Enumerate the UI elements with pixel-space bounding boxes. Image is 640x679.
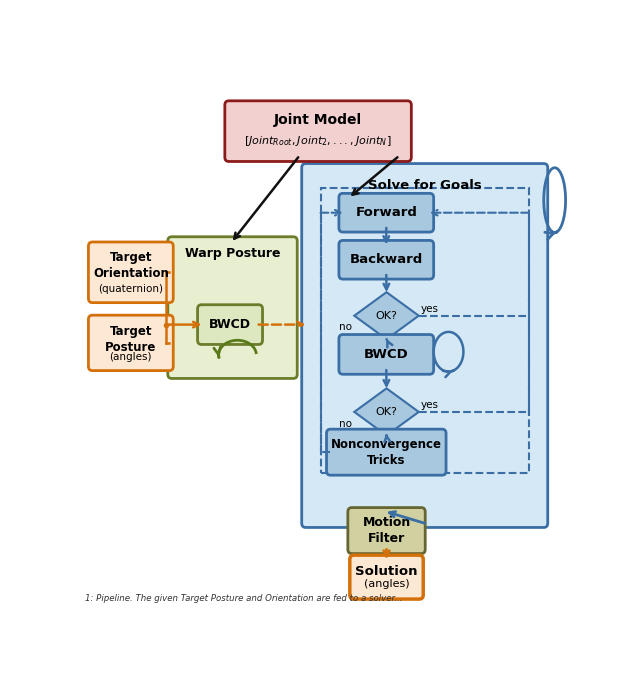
Text: no: no (339, 323, 352, 333)
FancyBboxPatch shape (326, 429, 446, 475)
Text: BWCD: BWCD (364, 348, 409, 361)
Text: Backward: Backward (349, 253, 423, 266)
Text: OK?: OK? (376, 407, 397, 417)
FancyBboxPatch shape (168, 237, 297, 378)
Text: yes: yes (420, 400, 439, 409)
Bar (321, 187, 529, 473)
Text: Target
Posture: Target Posture (105, 325, 157, 354)
Polygon shape (355, 388, 419, 435)
Text: Solve for Goals: Solve for Goals (368, 179, 481, 192)
FancyBboxPatch shape (339, 240, 434, 279)
Text: Forward: Forward (355, 206, 417, 219)
FancyBboxPatch shape (350, 555, 423, 599)
FancyBboxPatch shape (88, 242, 173, 303)
FancyBboxPatch shape (339, 194, 434, 232)
Text: (angles): (angles) (109, 352, 152, 362)
Text: Warp Posture: Warp Posture (185, 247, 280, 260)
Text: Nonconvergence
Tricks: Nonconvergence Tricks (331, 438, 442, 466)
Text: 1: Pipeline. The given Target Posture and Orientation are fed to a solver...: 1: Pipeline. The given Target Posture an… (85, 594, 403, 603)
Text: no: no (339, 419, 352, 428)
Text: $[Joint_{Root}, Joint_2, ..., Joint_N]$: $[Joint_{Root}, Joint_2, ..., Joint_N]$ (244, 134, 392, 148)
FancyBboxPatch shape (301, 164, 548, 528)
FancyBboxPatch shape (339, 335, 434, 374)
Polygon shape (355, 292, 419, 340)
Text: BWCD: BWCD (209, 318, 251, 331)
Text: Motion
Filter: Motion Filter (362, 516, 411, 545)
Text: OK?: OK? (376, 311, 397, 320)
FancyBboxPatch shape (348, 508, 425, 553)
Text: Joint Model: Joint Model (274, 113, 362, 127)
FancyBboxPatch shape (225, 100, 412, 162)
Text: Solution: Solution (355, 566, 418, 579)
Text: (angles): (angles) (364, 579, 410, 589)
Text: Target
Orientation: Target Orientation (93, 251, 169, 280)
Text: yes: yes (420, 304, 439, 314)
Text: (quaternion): (quaternion) (99, 285, 163, 294)
FancyBboxPatch shape (88, 315, 173, 371)
FancyBboxPatch shape (198, 305, 262, 344)
